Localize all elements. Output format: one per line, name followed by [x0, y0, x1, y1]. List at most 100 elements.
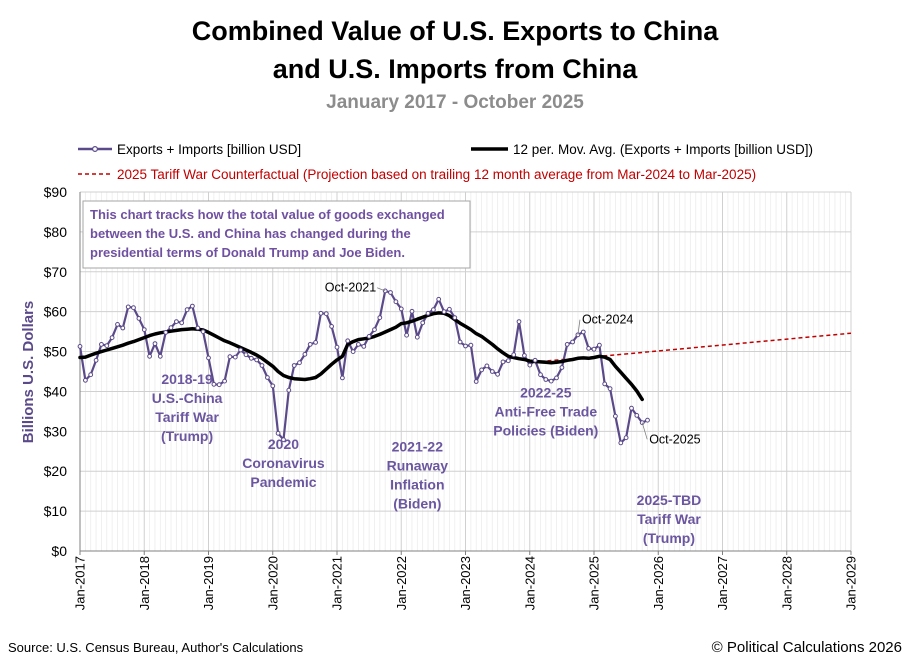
x-tick-label: Jan-2021	[330, 556, 345, 610]
data-point-exports-imports	[580, 329, 586, 335]
data-point-exports-imports	[623, 435, 629, 441]
data-point-exports-imports	[99, 342, 104, 347]
data-point-exports-imports	[83, 377, 88, 383]
data-point-exports-imports	[147, 353, 153, 359]
note-box-frame	[82, 200, 471, 269]
data-point-exports-imports	[216, 382, 222, 388]
data-point-exports-imports	[559, 365, 565, 370]
period-label: Inflation	[390, 477, 444, 493]
data-point-exports-imports	[564, 342, 570, 347]
data-point-exports-imports	[452, 315, 458, 321]
data-point-exports-imports	[104, 343, 110, 349]
data-point-exports-imports	[313, 340, 319, 345]
data-point-exports-imports	[120, 325, 126, 331]
data-point-exports-imports	[227, 354, 233, 360]
data-point-exports-imports	[409, 308, 415, 314]
data-point-exports-imports	[141, 327, 147, 333]
period-label: Coronavirus	[242, 455, 325, 471]
copyright: © Political Calculations 2026	[712, 639, 902, 656]
data-point-exports-imports	[404, 332, 410, 338]
data-point-exports-imports	[109, 335, 115, 341]
note-line-3: presidential terms of Donald Trump and J…	[90, 245, 405, 260]
data-point-exports-imports	[275, 430, 281, 436]
note-line-1: This chart tracks how the total value of…	[90, 207, 445, 222]
y-tick-label: $80	[44, 224, 68, 240]
data-point-exports-imports	[522, 353, 527, 358]
period-label: (Trump)	[643, 530, 695, 546]
callout-label: Oct-2024	[582, 313, 633, 327]
data-point-exports-imports	[238, 347, 244, 353]
data-point-exports-imports	[323, 311, 329, 317]
data-point-exports-imports	[473, 379, 479, 384]
y-tick-label: $20	[44, 463, 68, 479]
data-point-exports-imports	[297, 360, 302, 366]
data-point-exports-imports	[307, 342, 313, 347]
data-point-exports-imports	[629, 405, 634, 411]
y-tick-label: $50	[44, 344, 68, 360]
data-point-exports-imports	[329, 324, 335, 329]
y-tick-label: $30	[44, 423, 68, 439]
y-tick-label: $0	[51, 543, 67, 559]
x-tick-label: Jan-2026	[651, 556, 666, 610]
axes	[79, 192, 852, 555]
data-point-exports-imports	[602, 381, 608, 387]
x-tick-label: Jan-2022	[394, 556, 409, 610]
x-tick-label: Jan-2028	[779, 556, 794, 610]
data-point-exports-imports	[232, 354, 238, 360]
data-point-exports-imports	[618, 440, 624, 446]
period-label: Policies (Biden)	[493, 422, 598, 438]
data-point-exports-imports	[168, 325, 174, 331]
data-point-exports-imports	[586, 346, 591, 351]
data-point-exports-imports	[500, 359, 506, 365]
data-point-exports-imports	[259, 363, 265, 368]
data-point-exports-imports	[431, 307, 436, 313]
x-tick-label: Jan-2029	[844, 556, 859, 610]
y-tick-label: $40	[44, 383, 68, 399]
data-point-exports-imports	[206, 355, 211, 361]
legend-marker-exports-imports	[91, 146, 98, 153]
data-point-exports-imports	[505, 358, 511, 364]
period-label: 2018-19	[161, 371, 213, 387]
data-point-exports-imports	[152, 341, 158, 347]
data-point-exports-imports	[334, 344, 340, 350]
data-point-exports-imports	[136, 316, 142, 321]
data-point-exports-imports	[489, 369, 495, 374]
data-point-exports-imports	[281, 437, 286, 443]
x-tick-label: Jan-2018	[137, 556, 152, 610]
data-point-exports-imports	[516, 319, 522, 325]
x-tick-label: Jan-2025	[587, 556, 602, 610]
chart-title-line2: and U.S. Imports from China	[273, 54, 639, 84]
data-point-exports-imports	[163, 330, 169, 335]
data-point-exports-imports	[591, 346, 597, 352]
data-point-exports-imports	[184, 307, 190, 313]
data-point-exports-imports	[254, 357, 260, 363]
callout-label: Oct-2021	[325, 281, 376, 295]
chart-subtitle: January 2017 - October 2025	[326, 92, 584, 113]
legend-label-exports-imports: Exports + Imports [billion USD]	[117, 142, 301, 157]
period-label: Tariff War	[637, 511, 701, 527]
source-note: Source: U.S. Census Bureau, Author's Cal…	[8, 640, 304, 655]
data-point-exports-imports	[597, 342, 602, 348]
data-point-exports-imports	[388, 290, 393, 295]
y-tick-label: $90	[44, 184, 68, 200]
data-point-exports-imports	[179, 320, 185, 326]
data-point-exports-imports	[484, 363, 490, 369]
data-point-exports-imports	[398, 306, 404, 312]
data-point-exports-imports	[190, 303, 195, 309]
period-label: Pandemic	[250, 474, 316, 490]
period-label: Anti-Free Trade	[494, 403, 597, 419]
data-point-exports-imports	[457, 339, 463, 345]
data-point-exports-imports	[93, 357, 99, 363]
data-point-exports-imports	[345, 338, 351, 344]
x-tick-label: Jan-2019	[201, 556, 216, 610]
data-point-exports-imports	[356, 342, 361, 347]
x-tick-label: Jan-2024	[522, 556, 537, 610]
data-point-exports-imports	[495, 371, 501, 377]
data-point-exports-imports	[88, 372, 94, 378]
data-point-exports-imports	[265, 375, 270, 380]
data-point-exports-imports	[350, 349, 356, 355]
period-label: 2025-TBD	[637, 492, 702, 508]
callout-label: Oct-2025	[649, 432, 700, 446]
data-point-exports-imports	[318, 310, 324, 316]
